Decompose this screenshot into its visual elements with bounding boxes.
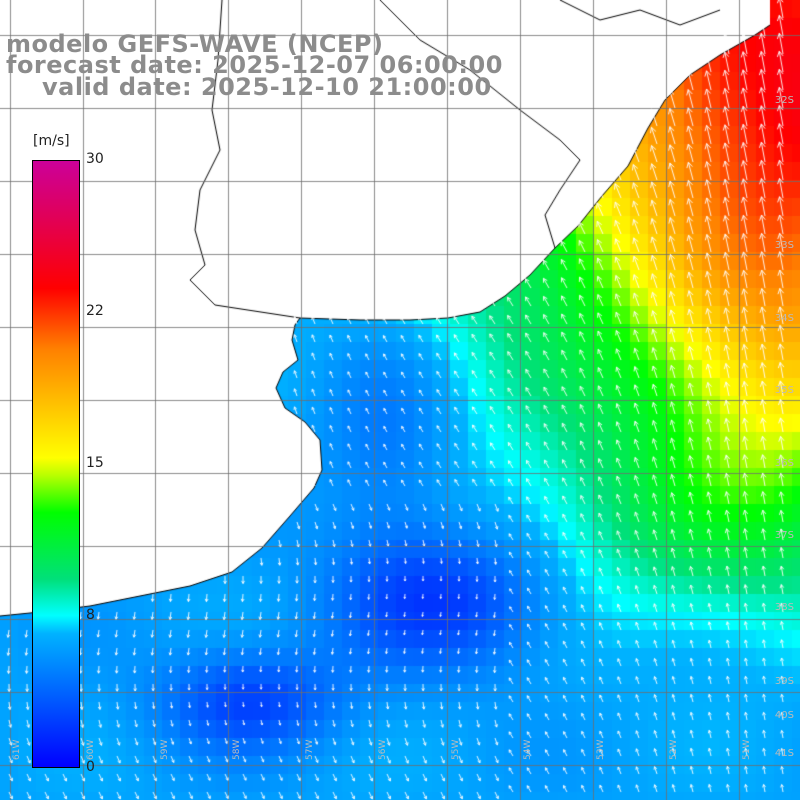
lat-label-33s: 33S (774, 240, 794, 251)
lat-label-35s: 35S (774, 385, 794, 396)
lat-label-41s: 41S (774, 748, 794, 759)
lon-label-52w: 52W (669, 739, 679, 760)
lat-label-40s: 40S (774, 710, 794, 721)
lon-label-57w: 57W (305, 739, 315, 760)
lon-label-51w: 51W (742, 739, 752, 760)
colorbar-tick-30: 30 (86, 151, 104, 167)
lat-label-39s: 39S (774, 676, 794, 687)
lon-label-60w: 60W (86, 739, 96, 760)
lon-label-53w: 53W (596, 739, 606, 760)
forecast-date: forecast date: 2025-12-07 06:00:00 (6, 51, 503, 79)
colorbar (32, 160, 80, 768)
colorbar-tick-22: 22 (86, 303, 104, 319)
lat-label-32s: 32S (774, 95, 794, 106)
colorbar-tick-8: 8 (86, 607, 95, 623)
lon-label-61w: 61W (12, 739, 22, 760)
lat-label-38s: 38S (774, 602, 794, 613)
lat-label-34s: 34S (774, 313, 794, 324)
lat-label-37s: 37S (774, 530, 794, 541)
lon-label-59w: 59W (160, 739, 170, 760)
colorbar-tick-0: 0 (86, 759, 95, 775)
lon-label-55w: 55W (451, 739, 461, 760)
valid-date: valid date: 2025-12-10 21:00:00 (42, 73, 492, 101)
lon-label-56w: 56W (378, 739, 388, 760)
lat-label-36s: 36S (774, 458, 794, 469)
colorbar-unit: [m/s] (33, 133, 70, 149)
lon-label-54w: 54W (523, 739, 533, 760)
lon-label-58w: 58W (232, 739, 242, 760)
model-title: modelo GEFS-WAVE (NCEP) (6, 30, 384, 58)
colorbar-tick-15: 15 (86, 455, 104, 471)
